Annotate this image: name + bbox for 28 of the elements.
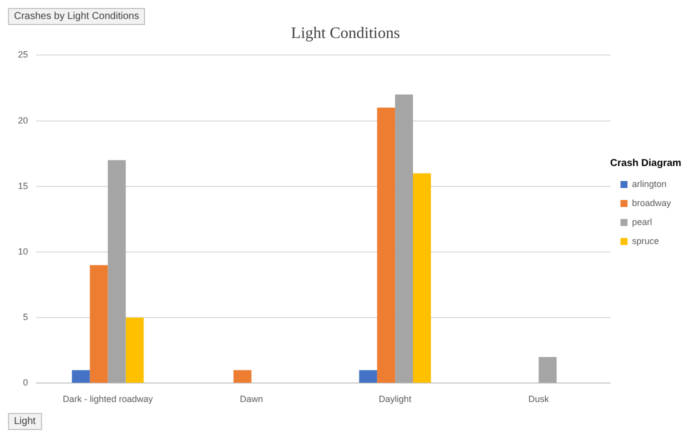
x-tick-label: Dark - lighted roadway [62, 394, 154, 404]
y-tick-label: 10 [18, 246, 28, 256]
legend-title: Crash Diagram [610, 158, 682, 169]
y-tick-label: 25 [18, 50, 28, 60]
bar [72, 370, 90, 383]
bar [413, 173, 431, 383]
y-tick-label: 5 [22, 312, 28, 322]
bar [126, 318, 144, 383]
y-tick-label: 20 [18, 115, 28, 126]
chart-title: Light Conditions [291, 24, 400, 42]
bar [359, 370, 378, 383]
legend-label: arlington [632, 178, 667, 189]
bar [90, 265, 108, 383]
legend-label: broadway [632, 198, 672, 208]
bar [377, 108, 396, 383]
bar [538, 356, 557, 383]
legend-label: pearl [632, 216, 652, 227]
text: Crashes by Light Conditions [8, 8, 146, 25]
bar [108, 160, 126, 383]
x-tick-label: Daylight [378, 394, 412, 404]
bar [233, 370, 252, 383]
text: Light [8, 413, 42, 430]
y-tick-label: 0 [22, 378, 28, 388]
bar [395, 94, 414, 383]
legend-label: spruce [632, 236, 659, 246]
x-tick-label: Dusk [528, 394, 550, 404]
x-tick-label: Dawn [240, 394, 263, 404]
y-tick-label: 15 [18, 180, 28, 191]
